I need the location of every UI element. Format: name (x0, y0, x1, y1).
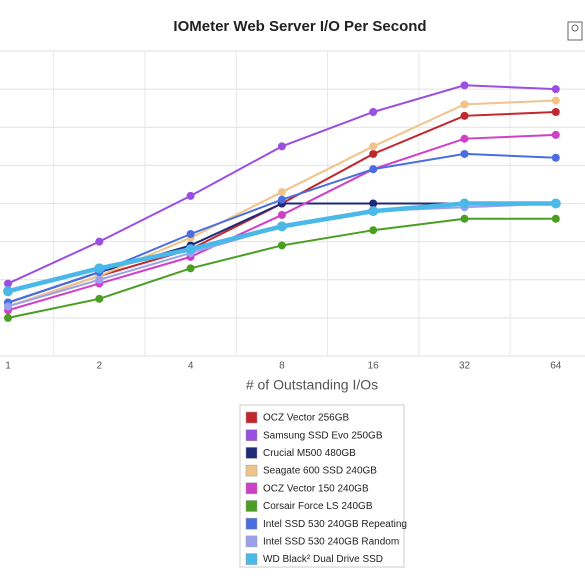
data-point (94, 263, 105, 274)
data-point (368, 206, 379, 217)
legend-swatch (245, 447, 258, 459)
legend-label: Samsung SSD Evo 250GB (263, 430, 383, 441)
series (4, 81, 560, 288)
data-point (4, 313, 12, 322)
data-point (551, 96, 560, 105)
data-point (369, 226, 378, 235)
data-point (3, 286, 13, 297)
icon (567, 21, 583, 41)
legend-swatch (245, 500, 258, 512)
data-point (551, 85, 560, 94)
legend-label: OCZ Vector 256GB (263, 413, 349, 424)
legend-swatch (245, 482, 258, 495)
legend-swatch (245, 411, 258, 424)
legend-label: Intel SSD 530 240GB Repeating (263, 519, 407, 530)
chart-title: IOMeter Web Server I/O Per Second (173, 18, 426, 35)
x-tick-label: 2 (97, 361, 103, 372)
data-point (277, 142, 286, 151)
data-point (369, 199, 378, 208)
data-point (550, 198, 561, 209)
x-axis-label: # of Outstanding I/Os (246, 377, 378, 393)
data-point (277, 241, 286, 250)
legend-label: WD Black² Dual Drive SSD (263, 554, 383, 565)
data-point (551, 214, 560, 223)
data-point (277, 188, 286, 197)
x-tick-label: 64 (550, 361, 562, 372)
legend-label: Intel SSD 530 240GB Random (263, 537, 399, 548)
legend-swatch (245, 464, 258, 477)
x-tick-label: 4 (188, 361, 194, 372)
series (4, 214, 560, 322)
legend-label: Seagate 600 SSD 240GB (263, 466, 377, 477)
data-point (460, 81, 469, 90)
data-point (186, 264, 195, 273)
data-point (4, 279, 12, 288)
legend-swatch (245, 535, 258, 548)
data-point (95, 294, 104, 303)
data-point (276, 221, 287, 232)
x-tick-label: 16 (368, 361, 380, 372)
legend-box (239, 404, 405, 568)
legend-swatch (245, 553, 258, 565)
legend-swatch (245, 517, 258, 530)
data-point (186, 191, 195, 200)
data-point (185, 244, 196, 255)
data-point (459, 198, 470, 209)
series (3, 198, 561, 297)
x-tick-label: 8 (279, 361, 285, 372)
data-point (460, 214, 469, 223)
data-point (186, 230, 195, 238)
data-point (95, 237, 104, 246)
data-point (460, 100, 469, 109)
data-point (551, 130, 560, 139)
x-tick-label: 1 (5, 361, 11, 372)
data-point (551, 108, 560, 116)
data-point (369, 165, 378, 174)
data-point (277, 210, 286, 219)
data-point (460, 111, 469, 120)
data-point (277, 195, 286, 204)
data-point (551, 153, 560, 162)
data-point (95, 275, 104, 284)
legend-label: Corsair Force LS 240GB (263, 501, 373, 512)
data-point (4, 302, 12, 311)
series-line (7, 111, 556, 308)
x-tick-label: 32 (459, 361, 471, 372)
data-point (460, 149, 469, 158)
legend-label: Crucial M500 480GB (263, 448, 356, 459)
data-point (369, 149, 378, 158)
data-point (369, 108, 378, 116)
data-point (369, 142, 378, 151)
legend-swatch (245, 429, 258, 441)
data-point (460, 134, 469, 143)
legend-label: OCZ Vector 150 240GB (263, 483, 369, 494)
